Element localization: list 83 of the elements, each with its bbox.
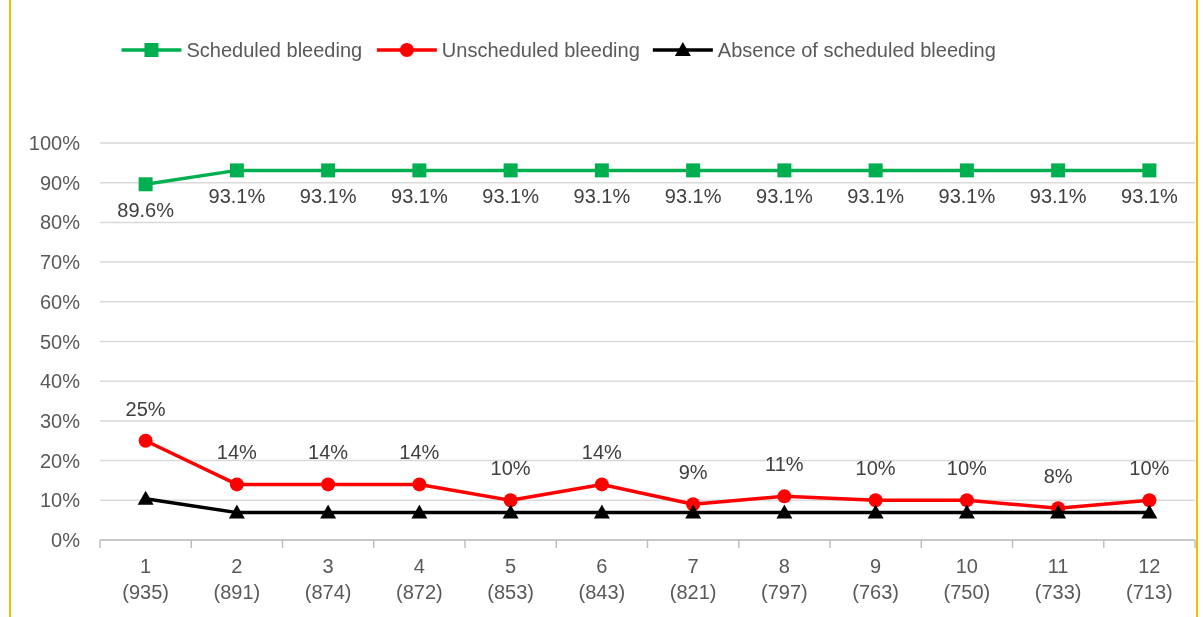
- data-label: 93.1%: [299, 185, 357, 208]
- data-label: 14%: [216, 441, 258, 464]
- point: [137, 490, 154, 505]
- x-tick-label: 7 (821): [669, 555, 717, 603]
- data-label: 93.1%: [208, 185, 266, 208]
- point: [594, 477, 609, 492]
- legend-label: Absence of scheduled bleeding: [717, 39, 996, 61]
- point: [594, 163, 609, 178]
- data-label: 14%: [581, 441, 623, 464]
- point: [1142, 493, 1157, 508]
- data-label: 10%: [946, 457, 988, 480]
- point: [959, 493, 974, 508]
- data-label: 93.1%: [482, 185, 540, 208]
- data-label: 10%: [490, 457, 531, 480]
- point: [228, 504, 245, 519]
- x-tick-label: 6 (843): [578, 555, 626, 603]
- point: [502, 504, 519, 519]
- point: [593, 504, 610, 519]
- x-tick-label: 1 (935): [122, 555, 169, 603]
- point: [777, 489, 792, 504]
- point: [503, 163, 518, 178]
- data-label: 93.1%: [1121, 185, 1178, 208]
- point: [868, 163, 883, 178]
- y-tick-label: 90%: [39, 171, 81, 194]
- data-label: 93.1%: [664, 185, 722, 208]
- point: [138, 433, 153, 448]
- point: [412, 163, 427, 178]
- point: [868, 493, 883, 508]
- data-label: 14%: [308, 441, 349, 464]
- legend-label: Unscheduled bleeding: [441, 39, 640, 61]
- legend-label: Scheduled bleeding: [186, 39, 363, 61]
- point: [320, 504, 337, 519]
- point: [503, 493, 518, 508]
- data-label: 10%: [855, 457, 896, 480]
- x-tick-label: 9 (763): [852, 555, 899, 603]
- point: [412, 477, 427, 492]
- point: [867, 504, 884, 519]
- data-label: 10%: [1129, 457, 1170, 480]
- x-tick-label: 4 (872): [396, 555, 443, 603]
- point: [685, 504, 702, 519]
- point: [1141, 504, 1158, 519]
- y-tick-label: 70%: [39, 251, 81, 274]
- point: [777, 163, 792, 178]
- data-label: 89.6%: [117, 199, 175, 222]
- data-label: 25%: [125, 397, 166, 420]
- y-tick-label: 40%: [39, 370, 81, 393]
- y-tick-label: 80%: [39, 211, 81, 234]
- data-label: 93.1%: [391, 185, 448, 208]
- data-label: 93.1%: [847, 185, 905, 208]
- y-tick-label: 10%: [39, 489, 81, 512]
- data-label: 8%: [1043, 465, 1073, 488]
- point: [686, 163, 701, 178]
- x-tick-label: 2 (891): [213, 555, 261, 603]
- point: [776, 504, 793, 519]
- data-label: 93.1%: [1029, 185, 1087, 208]
- x-tick-label: 5 (853): [487, 555, 534, 603]
- x-tick-label: 12 (713): [1126, 555, 1173, 603]
- x-tick-label: 10 (750): [943, 555, 991, 603]
- y-tick-label: 60%: [39, 290, 81, 313]
- point: [321, 163, 336, 178]
- x-tick-label: 8 (797): [761, 555, 808, 603]
- point: [321, 477, 336, 492]
- y-tick-label: 30%: [39, 409, 81, 432]
- point: [138, 177, 153, 192]
- point: [229, 163, 244, 178]
- point: [1142, 163, 1157, 178]
- data-label: 93.1%: [938, 185, 996, 208]
- data-label: 11%: [765, 453, 804, 476]
- point: [411, 504, 428, 519]
- y-tick-label: 0%: [51, 529, 81, 551]
- x-tick-label: 11 (733): [1034, 555, 1082, 603]
- x-tick-label: 3 (874): [304, 555, 352, 603]
- point: [1051, 163, 1066, 178]
- y-tick-label: 100%: [28, 132, 81, 154]
- data-label: 93.1%: [573, 185, 631, 208]
- y-tick-label: 50%: [39, 330, 81, 353]
- point: [229, 477, 244, 492]
- y-tick-label: 20%: [39, 449, 81, 472]
- data-label: 9%: [678, 461, 708, 484]
- point: [959, 163, 974, 178]
- data-label: 93.1%: [756, 185, 813, 208]
- data-label: 14%: [399, 441, 440, 464]
- point: [958, 504, 975, 519]
